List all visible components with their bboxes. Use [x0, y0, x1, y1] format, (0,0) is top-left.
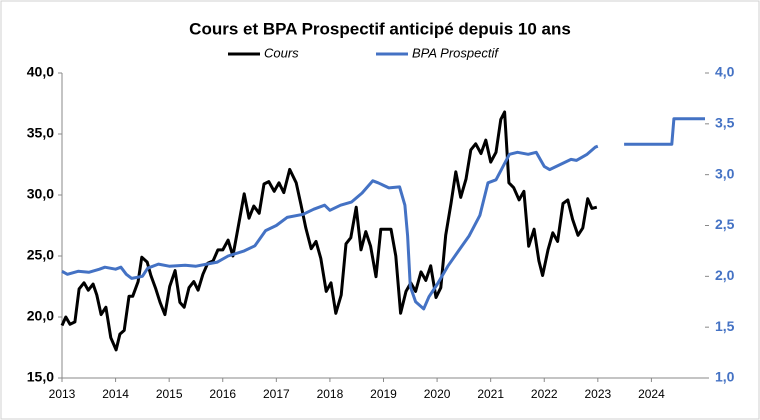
y2-tick-label: 2,5 [715, 216, 735, 232]
y2-tick-label: 3,0 [715, 165, 735, 181]
y-tick-label: 40,0 [27, 64, 54, 80]
y2-tick-label: 2,0 [715, 267, 735, 283]
legend-label: Cours [264, 45, 299, 60]
y-tick-label: 15,0 [27, 369, 54, 385]
x-tick-label: 2019 [370, 387, 397, 401]
x-tick-label: 2017 [263, 387, 290, 401]
y2-tick-label: 4,0 [715, 64, 735, 80]
y-tick-label: 30,0 [27, 186, 54, 202]
x-tick-label: 2021 [477, 387, 504, 401]
y-tick-label: 25,0 [27, 247, 54, 263]
x-tick-label: 2020 [424, 387, 451, 401]
x-tick-label: 2013 [49, 387, 76, 401]
y2-tick-label: 1,5 [715, 318, 735, 334]
x-tick-label: 2015 [156, 387, 183, 401]
x-tick-label: 2016 [209, 387, 236, 401]
series-line [61, 117, 705, 311]
y2-tick-label: 1,0 [715, 369, 735, 385]
y-tick-label: 20,0 [27, 308, 54, 324]
x-tick-label: 2014 [102, 387, 129, 401]
legend-label: BPA Prospectif [412, 45, 499, 60]
y2-tick-label: 3,5 [715, 115, 735, 131]
x-tick-label: 2023 [584, 387, 611, 401]
x-tick-label: 2022 [531, 387, 558, 401]
x-tick-label: 2018 [317, 387, 344, 401]
y-tick-label: 35,0 [27, 125, 54, 141]
x-tick-label: 2024 [638, 387, 665, 401]
chart-title: Cours et BPA Prospectif anticipé depuis … [189, 19, 571, 38]
